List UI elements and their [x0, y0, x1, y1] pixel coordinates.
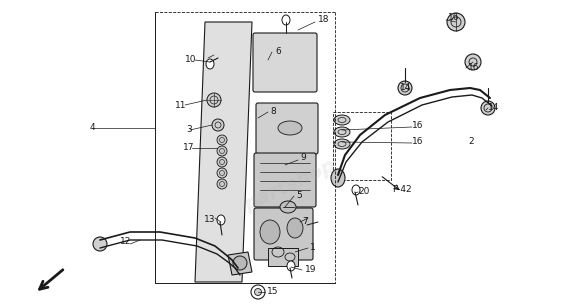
Ellipse shape	[217, 179, 227, 189]
Bar	[268, 248, 298, 266]
FancyBboxPatch shape	[256, 103, 318, 154]
Ellipse shape	[278, 121, 302, 135]
Text: 1: 1	[310, 243, 316, 253]
Ellipse shape	[217, 215, 225, 225]
Text: 18: 18	[318, 16, 329, 24]
Polygon shape	[228, 252, 252, 275]
Ellipse shape	[217, 157, 227, 167]
FancyBboxPatch shape	[253, 33, 317, 92]
Ellipse shape	[217, 146, 227, 156]
Text: F-42: F-42	[392, 185, 412, 195]
Ellipse shape	[465, 54, 481, 70]
Text: 14: 14	[400, 84, 411, 92]
Ellipse shape	[481, 101, 495, 115]
Polygon shape	[255, 35, 315, 90]
Text: 16: 16	[412, 138, 423, 146]
Bar	[333, 112, 391, 180]
Ellipse shape	[352, 185, 360, 195]
Ellipse shape	[398, 81, 412, 95]
Ellipse shape	[206, 59, 214, 69]
Ellipse shape	[217, 135, 227, 145]
Text: 17: 17	[182, 143, 194, 152]
Ellipse shape	[334, 115, 350, 125]
Text: 12: 12	[120, 238, 131, 246]
Ellipse shape	[280, 201, 296, 213]
Text: 11: 11	[174, 101, 186, 109]
Ellipse shape	[260, 220, 280, 244]
FancyBboxPatch shape	[254, 153, 316, 207]
Text: 7: 7	[302, 217, 308, 227]
Ellipse shape	[217, 168, 227, 178]
Ellipse shape	[287, 218, 303, 238]
Text: 10: 10	[185, 56, 196, 64]
Circle shape	[251, 285, 265, 299]
Text: 5: 5	[296, 192, 302, 200]
Text: 19: 19	[305, 265, 317, 275]
Text: 16: 16	[448, 13, 460, 23]
Circle shape	[93, 237, 107, 251]
Ellipse shape	[287, 261, 295, 271]
FancyBboxPatch shape	[254, 208, 313, 260]
Text: partshop: partshop	[241, 156, 339, 214]
Ellipse shape	[207, 93, 221, 107]
Text: 16: 16	[468, 63, 479, 73]
Text: 4: 4	[89, 124, 95, 132]
Ellipse shape	[212, 119, 224, 131]
Ellipse shape	[331, 169, 345, 187]
Ellipse shape	[233, 256, 247, 270]
Text: 9: 9	[300, 153, 306, 163]
Ellipse shape	[334, 139, 350, 149]
Text: 13: 13	[204, 216, 215, 224]
Text: 14: 14	[488, 103, 499, 113]
Polygon shape	[195, 22, 252, 282]
Text: 16: 16	[412, 120, 423, 130]
Text: 3: 3	[186, 125, 192, 135]
Text: 20: 20	[358, 188, 369, 196]
Circle shape	[255, 289, 262, 296]
Text: 8: 8	[270, 107, 276, 117]
Ellipse shape	[447, 13, 465, 31]
Text: 6: 6	[275, 48, 281, 56]
Text: 2: 2	[468, 138, 474, 146]
Ellipse shape	[334, 127, 350, 137]
Ellipse shape	[282, 15, 290, 25]
Text: 15: 15	[267, 288, 278, 296]
